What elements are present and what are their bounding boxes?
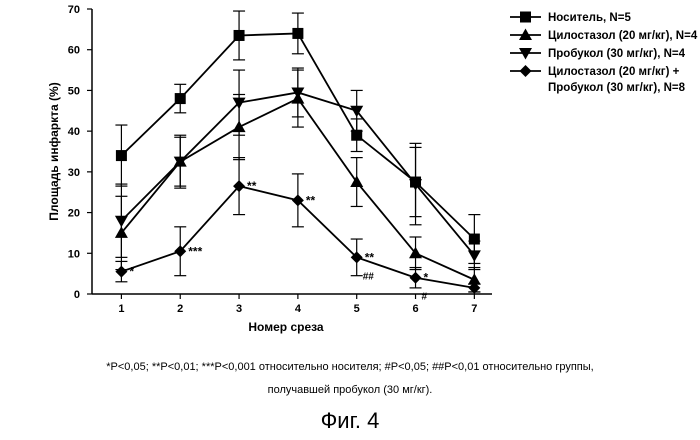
significance-label: * bbox=[129, 265, 134, 279]
data-point bbox=[114, 215, 128, 228]
footnote-group: получавшей пробукол (30 мг/кг). bbox=[267, 384, 433, 396]
footnote-significance: *P<0,05; **P<0,01; ***P<0,001 относитель… bbox=[106, 361, 594, 373]
series-4: **********## *# bbox=[115, 157, 481, 303]
significance-label: ** bbox=[306, 193, 316, 207]
legend-label: Цилостазол (20 мг/кг), N=4 bbox=[548, 30, 698, 42]
data-point bbox=[291, 87, 305, 99]
data-point bbox=[174, 93, 186, 105]
legend: Носитель, N=5 Цилостазол (20 мг/кг), N=4 П… bbox=[510, 11, 698, 94]
data-point bbox=[468, 233, 480, 245]
y-axis-label: Площадь инфаркта (%) bbox=[47, 82, 61, 220]
legend-marker bbox=[519, 65, 532, 77]
x-tick-label: 5 bbox=[354, 303, 360, 315]
data-point bbox=[173, 156, 187, 169]
legend-marker bbox=[520, 11, 531, 23]
data-point bbox=[232, 97, 246, 110]
series-3 bbox=[114, 67, 481, 271]
y-tick-label: 70 bbox=[68, 4, 80, 16]
x-tick-label: 4 bbox=[295, 303, 302, 315]
legend-marker bbox=[519, 48, 532, 60]
significance-label: ** bbox=[365, 250, 375, 264]
y-tick-label: 50 bbox=[68, 85, 80, 97]
x-tick-label: 1 bbox=[118, 303, 124, 315]
significance-label: # bbox=[422, 292, 428, 303]
data-point bbox=[292, 27, 304, 39]
data-point bbox=[409, 246, 423, 259]
x-tick-label: 2 bbox=[177, 303, 183, 315]
data-point bbox=[174, 245, 187, 258]
data-point bbox=[467, 250, 481, 262]
legend-label: Пробукол (30 мг/кг), N=4 bbox=[548, 48, 686, 60]
legend-label: Цилостазол (20 мг/кг) + bbox=[548, 66, 680, 78]
significance-label: * bbox=[424, 271, 429, 285]
data-point bbox=[291, 194, 304, 207]
significance-label: ** bbox=[247, 179, 257, 193]
y-tick-label: 60 bbox=[68, 45, 80, 57]
y-tick-label: 0 bbox=[74, 289, 80, 301]
data-point bbox=[115, 150, 127, 162]
y-tick-label: 40 bbox=[68, 126, 80, 138]
y-tick-label: 20 bbox=[68, 208, 80, 220]
data-point bbox=[409, 271, 422, 284]
data-point bbox=[233, 180, 246, 193]
data-point bbox=[468, 281, 481, 294]
x-tick-label: 6 bbox=[412, 303, 418, 315]
chart: 0 10 20 30 40 50 60 70 1 2 3 4 5 6 7 Номер среза Площадь… bbox=[47, 4, 698, 334]
data-point bbox=[115, 265, 128, 278]
legend-label: Пробукол (30 мг/кг), N=8 bbox=[548, 82, 686, 94]
y-tick-label: 10 bbox=[68, 248, 80, 260]
significance-label: ## bbox=[363, 271, 375, 282]
x-axis-label: Номер среза bbox=[248, 320, 324, 334]
data-point bbox=[350, 175, 364, 188]
data-point bbox=[351, 129, 363, 141]
x-tick-label: 3 bbox=[236, 303, 242, 315]
y-tick-label: 30 bbox=[68, 167, 80, 179]
data-point bbox=[409, 179, 423, 191]
legend-label: Носитель, N=5 bbox=[548, 12, 631, 24]
data-point bbox=[233, 29, 245, 41]
x-tick-label: 7 bbox=[471, 303, 477, 315]
data-point bbox=[350, 251, 363, 264]
figure-caption: Фиг. 4 bbox=[320, 408, 380, 433]
significance-label: *** bbox=[188, 244, 202, 258]
data-point bbox=[467, 273, 481, 285]
legend-marker bbox=[519, 28, 532, 40]
data-point bbox=[350, 105, 364, 118]
